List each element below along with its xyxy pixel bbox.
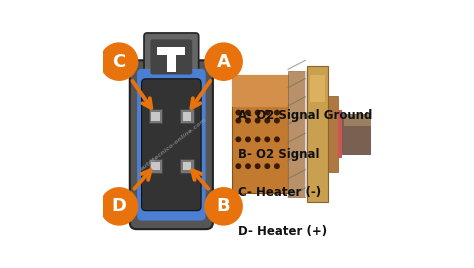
Bar bbox=[345, 114, 406, 126]
Bar bbox=[148, 109, 163, 123]
Bar bbox=[157, 47, 185, 55]
Circle shape bbox=[245, 163, 251, 169]
Circle shape bbox=[100, 42, 138, 81]
Bar bbox=[232, 75, 288, 193]
FancyBboxPatch shape bbox=[142, 79, 201, 211]
Circle shape bbox=[245, 118, 251, 124]
Circle shape bbox=[264, 136, 270, 142]
Bar bbox=[151, 112, 160, 121]
Circle shape bbox=[274, 163, 280, 169]
Bar bbox=[338, 110, 342, 158]
Circle shape bbox=[274, 118, 280, 124]
Bar bbox=[183, 162, 191, 170]
Bar bbox=[328, 96, 338, 172]
Bar bbox=[232, 75, 288, 107]
FancyBboxPatch shape bbox=[137, 69, 206, 221]
Bar bbox=[151, 162, 160, 170]
Circle shape bbox=[236, 136, 241, 142]
Circle shape bbox=[236, 110, 241, 116]
Text: B- O2 Signal: B- O2 Signal bbox=[238, 148, 320, 161]
Text: autotecnico-online.com: autotecnico-online.com bbox=[140, 117, 208, 172]
Text: A: A bbox=[217, 53, 230, 71]
Circle shape bbox=[255, 110, 261, 116]
Circle shape bbox=[204, 42, 243, 81]
FancyBboxPatch shape bbox=[130, 60, 213, 229]
Text: D: D bbox=[111, 197, 127, 215]
Text: C: C bbox=[112, 53, 126, 71]
Text: B: B bbox=[217, 197, 230, 215]
Circle shape bbox=[236, 163, 241, 169]
Bar bbox=[310, 75, 325, 102]
Text: C- Heater (-): C- Heater (-) bbox=[238, 187, 321, 199]
Circle shape bbox=[255, 163, 261, 169]
Circle shape bbox=[274, 110, 280, 116]
Bar bbox=[342, 114, 409, 154]
Bar bbox=[180, 159, 194, 173]
Bar bbox=[148, 159, 163, 173]
Circle shape bbox=[255, 136, 261, 142]
Bar bbox=[308, 66, 328, 202]
Circle shape bbox=[264, 118, 270, 124]
Circle shape bbox=[245, 110, 251, 116]
Circle shape bbox=[236, 118, 241, 124]
Text: D- Heater (+): D- Heater (+) bbox=[238, 225, 328, 238]
Circle shape bbox=[264, 163, 270, 169]
Bar bbox=[288, 71, 305, 197]
Circle shape bbox=[264, 110, 270, 116]
Circle shape bbox=[255, 118, 261, 124]
FancyBboxPatch shape bbox=[150, 39, 192, 75]
Circle shape bbox=[274, 136, 280, 142]
Circle shape bbox=[245, 136, 251, 142]
Bar bbox=[183, 112, 191, 121]
Bar bbox=[166, 48, 176, 72]
Circle shape bbox=[204, 187, 243, 226]
Bar bbox=[305, 71, 308, 197]
Text: A- O2 Signal Ground: A- O2 Signal Ground bbox=[238, 109, 373, 122]
Circle shape bbox=[100, 187, 138, 226]
Bar bbox=[180, 109, 194, 123]
FancyBboxPatch shape bbox=[144, 33, 199, 78]
